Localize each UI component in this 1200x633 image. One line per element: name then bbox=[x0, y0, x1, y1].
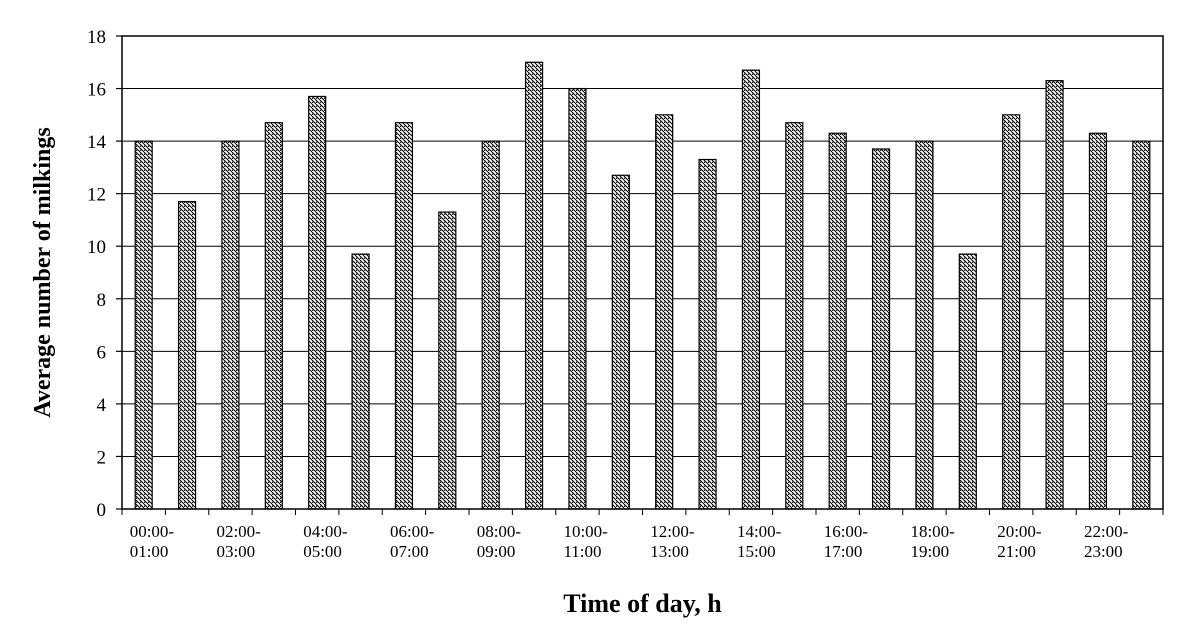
x-tick-label: 10:00- bbox=[563, 522, 608, 541]
y-axis-title: Average number of milkings bbox=[30, 127, 56, 417]
bar bbox=[871, 148, 891, 510]
bar bbox=[481, 140, 500, 510]
bar bbox=[785, 122, 804, 510]
bar bbox=[1132, 140, 1151, 510]
x-tick-label: 17:00 bbox=[824, 542, 863, 561]
bar bbox=[698, 158, 717, 510]
bar bbox=[221, 140, 240, 510]
x-axis-ticks: 00:00-01:0002:00-03:0004:00-05:0006:00-0… bbox=[121, 509, 1164, 561]
x-tick-label: 18:00- bbox=[910, 522, 955, 541]
bar bbox=[1045, 80, 1064, 510]
x-tick-label: 01:00 bbox=[130, 542, 169, 561]
x-tick-label: 09:00 bbox=[477, 542, 516, 561]
bar bbox=[655, 114, 674, 510]
x-tick-label: 04:00- bbox=[303, 522, 348, 541]
x-tick-label: 14:00- bbox=[737, 522, 782, 541]
y-tick-label: 10 bbox=[87, 237, 106, 258]
x-tick-label: 05:00 bbox=[303, 542, 342, 561]
bar bbox=[828, 132, 847, 510]
x-tick-label: 07:00 bbox=[390, 542, 429, 561]
bar bbox=[134, 140, 153, 510]
x-tick-label: 11:00 bbox=[563, 542, 601, 561]
x-tick-label: 20:00- bbox=[997, 522, 1042, 541]
x-tick-label: 12:00- bbox=[650, 522, 695, 541]
bar bbox=[1088, 132, 1108, 510]
y-tick-label: 0 bbox=[97, 500, 107, 521]
bar bbox=[958, 253, 977, 510]
bar bbox=[611, 174, 630, 510]
bar bbox=[177, 200, 197, 510]
x-tick-label: 08:00- bbox=[477, 522, 522, 541]
x-tick-label: 03:00 bbox=[216, 542, 255, 561]
y-tick-label: 12 bbox=[87, 185, 106, 206]
x-tick-label: 22:00- bbox=[1084, 522, 1129, 541]
bar bbox=[394, 122, 414, 510]
x-tick-label: 00:00- bbox=[130, 522, 175, 541]
x-tick-label: 16:00- bbox=[824, 522, 869, 541]
bar bbox=[524, 61, 544, 510]
x-tick-label: 23:00 bbox=[1084, 542, 1123, 561]
x-tick-label: 19:00 bbox=[910, 542, 949, 561]
bar bbox=[264, 122, 283, 510]
x-tick-label: 15:00 bbox=[737, 542, 776, 561]
bar bbox=[915, 140, 934, 510]
y-tick-label: 8 bbox=[97, 290, 107, 311]
y-tick-label: 18 bbox=[87, 27, 106, 48]
y-tick-label: 14 bbox=[87, 132, 107, 153]
y-axis-ticks: 0 2 4 6 8 10 12 14 16 18 bbox=[87, 27, 122, 521]
y-tick-label: 4 bbox=[97, 395, 107, 416]
bar bbox=[438, 211, 457, 510]
x-tick-label: 06:00- bbox=[390, 522, 435, 541]
x-tick-label: 21:00 bbox=[997, 542, 1036, 561]
x-tick-label: 02:00- bbox=[216, 522, 261, 541]
bar bbox=[351, 253, 370, 510]
bars bbox=[134, 61, 1151, 510]
y-tick-label: 6 bbox=[97, 342, 107, 363]
bar bbox=[308, 95, 327, 510]
y-tick-label: 16 bbox=[87, 80, 106, 101]
x-tick-label: 13:00 bbox=[650, 542, 689, 561]
y-tick-label: 2 bbox=[97, 447, 107, 468]
bar bbox=[1002, 114, 1021, 510]
bar bbox=[741, 69, 761, 510]
x-axis-title: Time of day, h bbox=[563, 589, 722, 618]
bar bbox=[568, 87, 587, 510]
